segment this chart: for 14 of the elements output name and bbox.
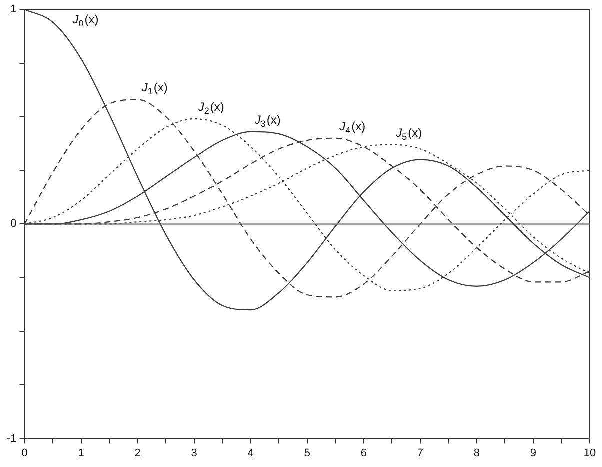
x-tick-label: 0 (22, 447, 28, 460)
x-tick-label: 6 (360, 447, 367, 460)
x-tick-label: 1 (78, 447, 84, 460)
x-tick-label: 5 (304, 447, 310, 460)
y-tick-label: -1 (7, 432, 17, 445)
x-tick-label: 4 (248, 447, 254, 460)
x-tick-label: 3 (191, 447, 198, 460)
x-tick-label: 9 (530, 447, 537, 460)
y-tick-label: 0 (10, 218, 17, 230)
x-tick-label: 7 (417, 447, 424, 460)
x-tick-label: 2 (134, 447, 141, 460)
x-tick-label: 10 (584, 447, 596, 460)
y-tick-label: 1 (10, 4, 17, 16)
x-tick-label: 8 (474, 447, 480, 460)
